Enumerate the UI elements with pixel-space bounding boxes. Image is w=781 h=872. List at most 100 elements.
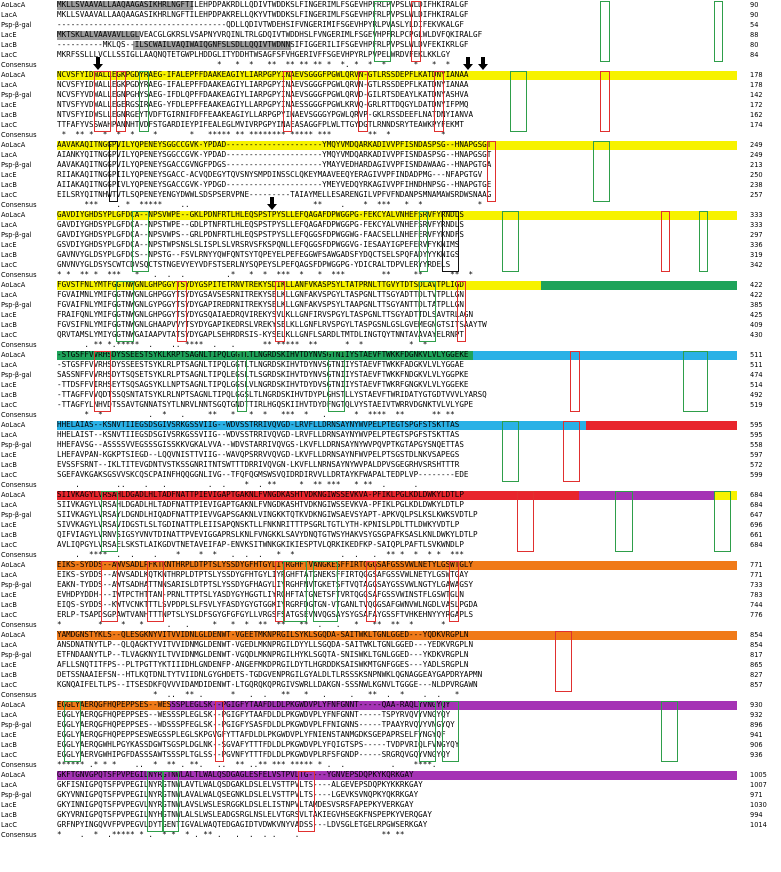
residue-count: 162	[750, 111, 763, 119]
conserved-residue-box	[434, 71, 444, 132]
consensus-row: Consensus . **** . . . * * * . . . * * .…	[0, 550, 781, 560]
sequence-label: LacC	[1, 191, 17, 199]
sequence-label: LacE	[1, 521, 17, 529]
residue-count: 684	[750, 541, 763, 549]
alignment-block: AoLacA EGGLYAERQGFHQPEPPSES--WESSSPLEGLSK…	[0, 700, 781, 770]
sequence-row: Psp-β-gal EAKN-TYDDS--AWTSADHATTNNSARISLD…	[0, 580, 781, 590]
alignment-block: AoLacA GKFTGNVGPQTSFPVPEGILNYRGTNWLALTLWA…	[0, 770, 781, 840]
sequence-text: SASSNFFVVRHSDYTSQSETSYKLRLPTSAGNLTIPQLEG…	[57, 370, 469, 379]
sequence-label: LacB	[1, 391, 17, 399]
sequence-label: AoLacA	[1, 561, 26, 569]
domain-highlight	[57, 1, 194, 10]
sequence-text: MKLLSVAAVALLAAQAAGASIKHRLNGFTILEHPDPAKRE…	[57, 10, 469, 19]
conserved-residue-box	[131, 211, 149, 272]
conserved-residue-box	[456, 281, 467, 342]
sequence-label: LacB	[1, 531, 17, 539]
sequence-text: GAVDIYGHDSYPLGFDCA--NPSVWPE--GKLPDNFRTLH…	[57, 210, 464, 219]
domain-highlight	[57, 631, 738, 640]
sequence-row: AoLacA -STGSFFVVRHSDYSSEESTSYKLKRPTSAGNLT…	[0, 350, 781, 360]
sequence-row: LacA SIIVKAGYLVRSAHLDGADLHLTADFNATTPIEVIG…	[0, 500, 781, 510]
sequence-label: LacB	[1, 321, 17, 329]
conserved-residue-box	[570, 351, 580, 412]
sequence-row: LacC KGNQAIFELTLPS--ITSESDKFQVVVIDAMDIDEN…	[0, 680, 781, 690]
conserved-residue-box	[713, 1, 724, 62]
conserved-residue-box	[615, 491, 633, 552]
residue-count: 249	[750, 141, 763, 149]
residue-count: 932	[750, 711, 763, 719]
alignment-block: AoLacA EIKS-SYDDS--AWVSADLPFKTKNTHRPLDTPT…	[0, 560, 781, 630]
sequence-row: LacA ANSDNATNYTLP--QLQAGKTYVITVVIDNMGLDEN…	[0, 640, 781, 650]
conserved-residue-box	[683, 351, 709, 412]
sequence-row: LacC EGGLYAERVGWHIPGFDASSSAWTSSSPLTGLSS--…	[0, 750, 781, 760]
sequence-label: LacE	[1, 311, 17, 319]
residue-count: 854	[750, 641, 763, 649]
conserved-residue-box	[63, 701, 81, 762]
sequence-label: LacA	[1, 641, 17, 649]
sequence-text: AAVAKAQITNGGPVILYQPENEYSGACCGVNGFPDGS---…	[57, 160, 492, 169]
sequence-row: LacE RIIAKAQITNGGPIILYQPENEYSGACC-ACVQDEG…	[0, 170, 781, 180]
sequence-text: EIKS-SYDDS--AWVSADLKQTKNTHRPLDTPTSLYSSDY…	[57, 570, 469, 579]
sequence-label: Psp-β-gal	[1, 721, 32, 729]
sequence-label: Consensus	[1, 411, 37, 419]
residue-count: 249	[750, 151, 763, 159]
conserved-residue-box	[93, 71, 111, 132]
conserved-residue-box	[600, 1, 610, 62]
conserved-residue-box	[297, 771, 316, 832]
conserved-residue-box	[282, 561, 308, 622]
residue-count: 172	[750, 101, 763, 109]
sequence-label: Consensus	[1, 61, 37, 69]
sequence-text: ----------MKLQS--ILSCWAILVAQIWAIQGNFSLSD…	[57, 40, 469, 49]
sequence-label: LacC	[1, 471, 17, 479]
conserved-residue-box	[237, 351, 247, 412]
alignment-block: AoLacA -STGSFFVVRHSDYSSEESTSYKLKRPTSAGNLT…	[0, 350, 781, 420]
sequence-row: LacB AIIAKAQITNGGPIVLYQPENEYSGACCGVK-YPDG…	[0, 180, 781, 190]
sequence-label: LacE	[1, 731, 17, 739]
sequence-label: AoLacA	[1, 281, 26, 289]
sequence-text: GNVNVYGLDSYSCWTCDVSQCTSTNGEVYEYVDFSTSERL…	[57, 260, 451, 269]
domain-highlight	[57, 211, 738, 220]
sequence-text: EGGLYAERQGFHQPEPPSESWEGSSPLEGLSKPGVGFYTT…	[57, 730, 446, 739]
sequence-label: Consensus	[1, 691, 37, 699]
sequence-row: LacB EIQS-SYDDS--KWTVCNKTTTLSVPDPLSLFSVLY…	[0, 600, 781, 610]
sequence-text: -TTDSFFVIRHSEYTSQSAGSYKLLNPTSAGNLTIPQLGG…	[57, 380, 469, 389]
conserved-residue-box	[214, 701, 225, 762]
sequence-row: Psp-β-gal SIIVKAGYLVRSAYLDGNDLHIQADFNATTP…	[0, 510, 781, 520]
residue-count: 511	[750, 361, 763, 369]
residue-count: 684	[750, 491, 763, 499]
sequence-row: Psp-β-gal GAVDIYGHDSYPLGFDCA--NPSVWPS--GR…	[0, 230, 781, 240]
sequence-row: LacE FRAIFQNLYMIFGGTNWGNLGHPGGYTSYDYGSQAI…	[0, 310, 781, 320]
consensus-row: Consensus ****** .* * * .. * ** . **. .. …	[0, 760, 781, 770]
conserved-residue-box	[101, 491, 119, 552]
sequence-text: MKTSKLALVAAVAVLLGLVEACGLGKRSLVSAPNYVRQIN…	[57, 30, 483, 39]
residue-count: 771	[750, 571, 763, 579]
sequence-label: LacC	[1, 331, 17, 339]
residue-count: 827	[750, 671, 763, 679]
conserved-residue-box	[313, 561, 338, 622]
sequence-text: ****** .* * * .. * ** . **. .. ** ..** *…	[57, 760, 437, 769]
residue-count: 595	[750, 431, 763, 439]
sequence-row: LacA -STGSFFVVRHSDYSSEESTSYKLRLPTSAGNLTIP…	[0, 360, 781, 370]
sequence-row: AoLacA NCVSFYIDWALLEGKPGDYRAEG-IFALEPFFDA…	[0, 70, 781, 80]
residue-count: 936	[750, 751, 763, 759]
sequence-text: AAVAKAQITNGGPVILYQPENEYSGGCCGVK-YPDAD---…	[57, 140, 492, 149]
sequence-text: HHELAIST--KSNVTIIEGSDSGIVSRKGSSVIIG--WDV…	[57, 430, 460, 439]
sequence-label: Consensus	[1, 761, 37, 769]
sequence-text: GKYVNNIGPQTSFPVPEGILNYRGTNWLAVALWALQSEGN…	[57, 790, 419, 799]
residue-count: 178	[750, 71, 763, 79]
sequence-text: EGGLYAERQGFHQPEPPSES--WDSSSPFEGLSK--PGIG…	[57, 720, 455, 729]
down-arrow-icon	[463, 57, 474, 70]
domain-highlight	[170, 701, 738, 710]
consensus-row: Consensus * * * ** ** ** ** * *. * * * *…	[0, 60, 781, 70]
sequence-text: RIIAKAQITNGGPIILYQPENEYSGACC-ACVQDEGYTQV…	[57, 170, 483, 179]
conserved-residue-box	[562, 421, 580, 482]
sequence-text: *** . * ***** .. ** . * *** * * *	[84, 200, 483, 209]
sequence-text: EGGLYAERVGWHIPGFDASSSAWTSSSPLTGLSS--PGVN…	[57, 750, 451, 759]
sequence-label: AoLacA	[1, 141, 26, 149]
sequence-row: AoLacA FGVSTFNLYMTFGGTNWGNLGHPGGYTSYDYGSP…	[0, 280, 781, 290]
sequence-text: -STGSFFVVRHSDYSSEESTSYKLRLPTSAGNLTIPQLGG…	[57, 360, 464, 369]
sequence-text: SGEFAVKGAKSGSVVSKCQSCPAINFHQQGGNLIVG--TF…	[57, 470, 469, 479]
sequence-row: LacB GKYVRNIGPQTSFPVPEGILNYHGTNWLALSLWSLE…	[0, 810, 781, 820]
sequence-text: NTVSFYIDWSLLEGNRGEYTVDFTGIRNIFDFFEAAKEAG…	[57, 110, 474, 119]
residue-count: 572	[750, 461, 763, 469]
